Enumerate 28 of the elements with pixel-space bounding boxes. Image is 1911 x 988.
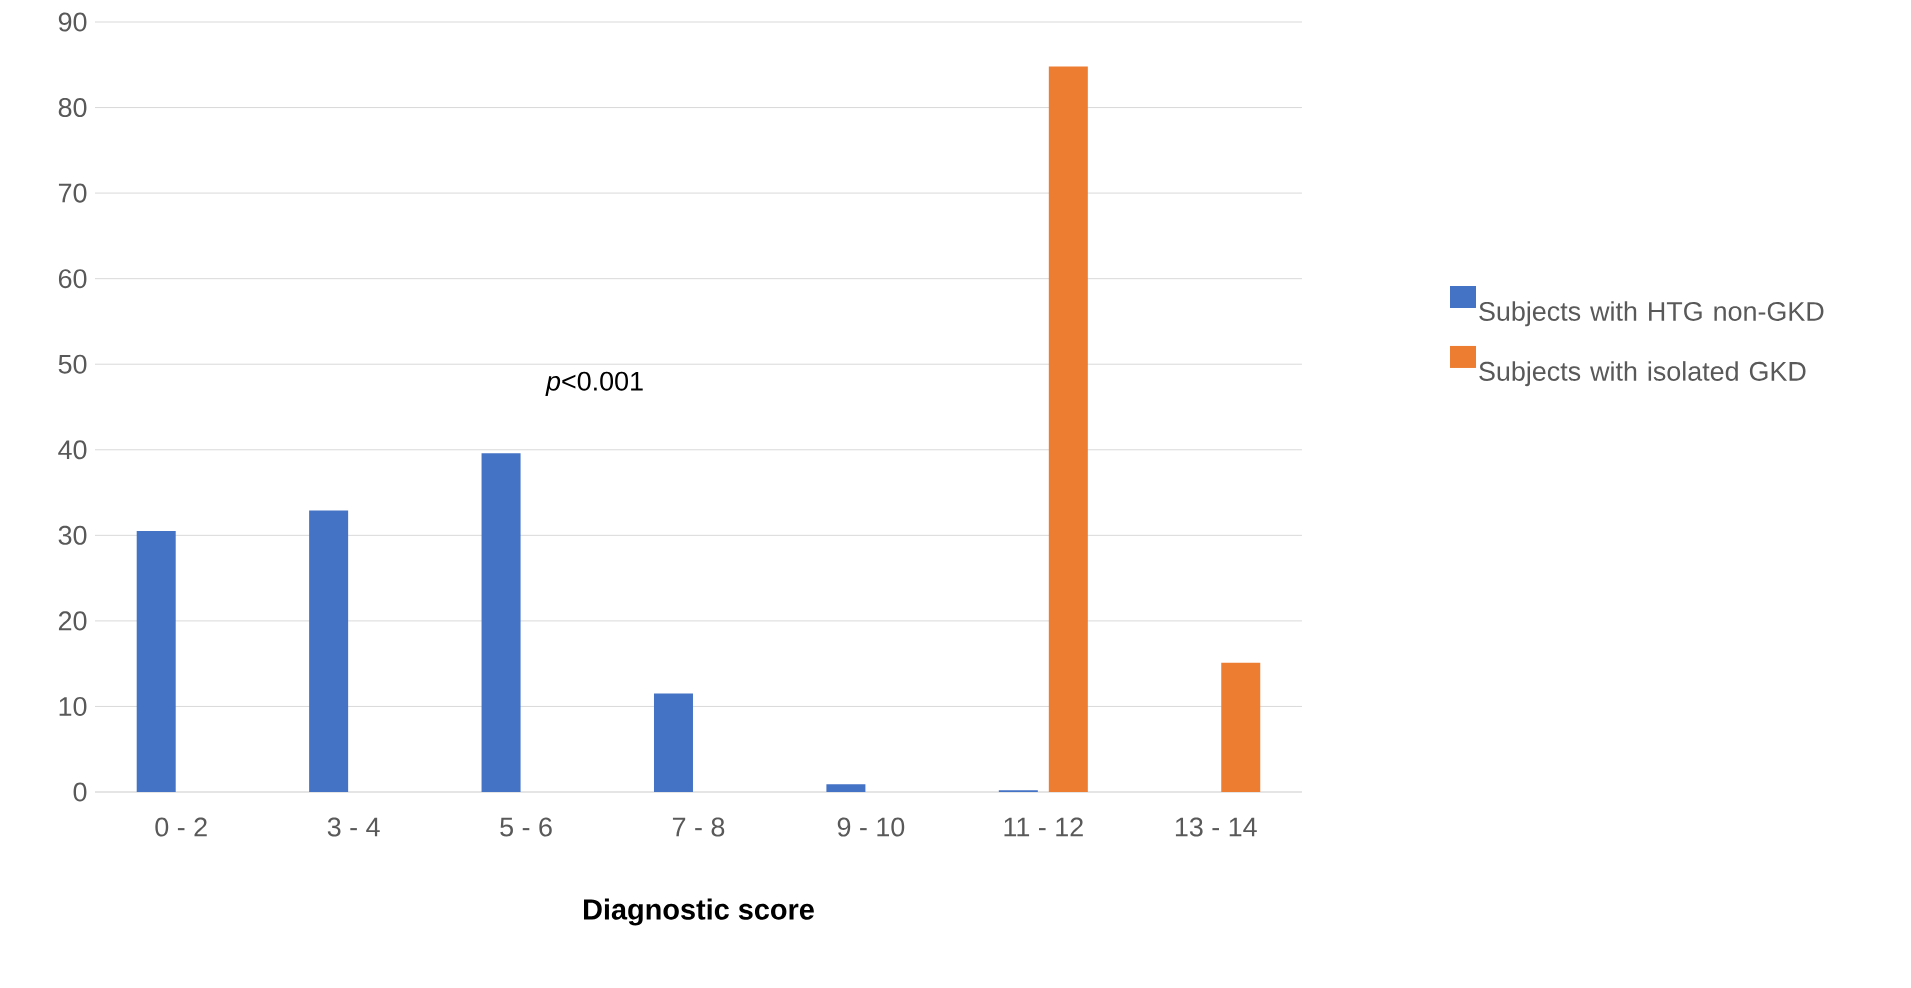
bar — [653, 693, 693, 792]
y-tick-label: 0 — [73, 782, 87, 802]
bar — [481, 453, 521, 792]
y-tick-label: 30 — [58, 525, 87, 545]
y-tick-label: 60 — [58, 269, 87, 289]
x-tick-label: 0 - 2 — [155, 817, 207, 837]
y-tick-label: 40 — [58, 440, 87, 460]
legend-label: Subjects with HTG non-GKD — [1479, 301, 1824, 327]
x-tick-label: 13 - 14 — [1175, 817, 1257, 837]
bar — [826, 784, 866, 792]
bar — [136, 531, 176, 792]
x-tick-label: 11 - 12 — [1004, 817, 1083, 837]
bar — [1221, 662, 1261, 792]
y-tick-label: 50 — [58, 354, 87, 374]
y-tick-label: 70 — [58, 183, 87, 203]
x-tick-label: 7 - 8 — [672, 817, 725, 837]
x-tick-label: 3 - 4 — [327, 817, 380, 837]
annotation: p<0.001 — [545, 371, 643, 397]
bar — [309, 510, 349, 792]
y-tick-label: 80 — [58, 98, 87, 118]
x-tick-label: 5 - 6 — [500, 817, 552, 837]
y-tick-label: 10 — [59, 696, 87, 716]
legend-label: Subjects with isolated GKD — [1479, 361, 1806, 387]
y-tick-label: 90 — [58, 12, 87, 32]
bar — [1048, 66, 1088, 792]
x-tick-label: 9 - 10 — [837, 817, 905, 837]
x-axis-title: Diagnostic score — [584, 898, 814, 926]
y-tick-label: 20 — [58, 611, 87, 631]
